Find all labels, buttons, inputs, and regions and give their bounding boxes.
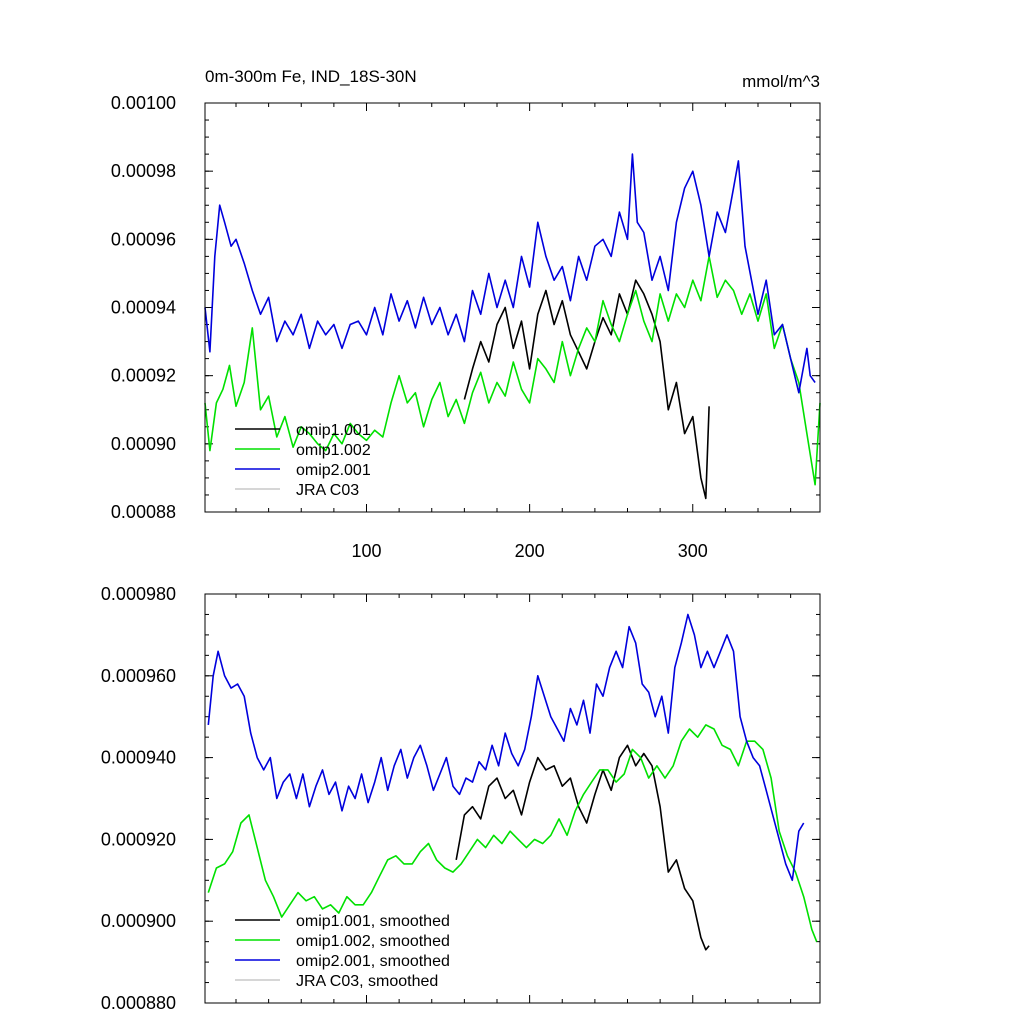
y-tick-label: 0.00098 (111, 161, 176, 181)
y-tick-label: 0.00100 (111, 93, 176, 113)
x-tick-label: 300 (678, 541, 708, 561)
y-tick-label: 0.000940 (101, 748, 176, 768)
y-tick-label: 0.000960 (101, 666, 176, 686)
series-line-omip1-001-smoothed (455, 744, 710, 951)
x-tick-label: 200 (515, 541, 545, 561)
bottom-panel-frame (204, 593, 821, 1004)
y-tick-label: 0.00088 (111, 502, 176, 522)
series-line-omip2-001-smoothed (207, 613, 805, 882)
top-panel: 0m-300m Fe, IND_18S-30N mmol/m^3 0.00088… (111, 67, 821, 561)
legend-label: omip1.002 (296, 442, 371, 459)
top-panel-units: mmol/m^3 (742, 72, 820, 91)
legend-label: JRA C03, smoothed (296, 973, 438, 990)
legend-label: omip1.002, smoothed (296, 933, 450, 950)
y-tick-label: 0.00096 (111, 229, 176, 249)
y-tick-label: 0.00090 (111, 434, 176, 454)
legend-label: omip2.001 (296, 462, 371, 479)
legend-label: omip1.001, smoothed (296, 913, 450, 930)
top-panel-title: 0m-300m Fe, IND_18S-30N (205, 67, 417, 86)
y-tick-label: 0.000900 (101, 911, 176, 931)
x-tick-label: 100 (351, 541, 381, 561)
y-tick-label: 0.00092 (111, 366, 176, 386)
series-line-omip1-002 (204, 255, 821, 486)
y-tick-label: 0.00094 (111, 298, 176, 318)
top-panel-frame (204, 102, 821, 513)
series-line-omip1-001 (463, 279, 710, 500)
y-tick-label: 0.000920 (101, 829, 176, 849)
bottom-panel: 0.000880 0.000900 0.000920 0.000940 0.000960… (101, 584, 821, 1013)
series-line-omip1-002-smoothed (207, 724, 818, 942)
legend-label: omip2.001, smoothed (296, 953, 450, 970)
y-tick-label: 0.000980 (101, 584, 176, 604)
y-tick-label: 0.000880 (101, 993, 176, 1013)
series-line-omip2-001 (204, 153, 816, 394)
legend-label: omip1.001 (296, 422, 371, 439)
legend-label: JRA C03 (296, 482, 359, 499)
